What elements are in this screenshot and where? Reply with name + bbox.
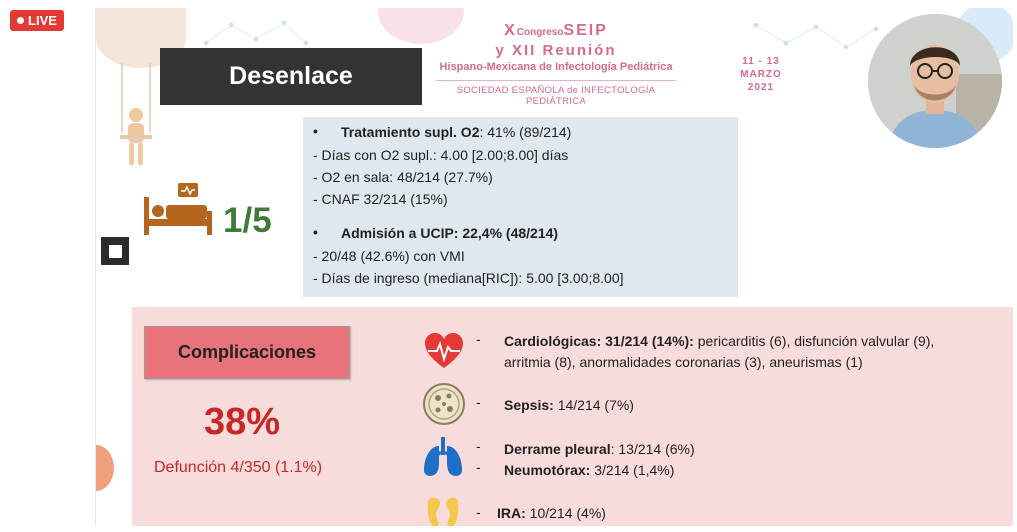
- live-dot-icon: [17, 17, 25, 24]
- derrame-line: Derrame pleural: 13/214 (6%): [504, 439, 695, 460]
- vmi-line: - 20/48 (42.6%) con VMI: [313, 248, 465, 264]
- congress-subtitle: Hispano-Mexicana de Infectología Pediátr…: [439, 61, 673, 73]
- dates-days: 11 - 13: [742, 56, 780, 67]
- o2-treatment-value: : 41% (89/214): [479, 124, 572, 140]
- cardio-text-1: pericarditis (6), disfunción valvular (9…: [693, 333, 935, 349]
- neumo-line: Neumotórax: 3/214 (1,4%): [504, 460, 674, 481]
- ira-value: 10/214 (4%): [525, 505, 606, 521]
- congress-word: Congreso: [516, 27, 564, 38]
- lungs-icon: [424, 437, 462, 476]
- o2-treatment-line: Tratamiento supl. O2: 41% (89/214): [341, 124, 571, 140]
- sepsis-line: Sepsis: 14/214 (7%): [504, 395, 634, 416]
- ratio-value: 1/5: [223, 201, 272, 240]
- live-badge: LIVE: [10, 10, 64, 31]
- sepsis-cell-icon: [423, 383, 465, 425]
- dash-sepsis: -: [476, 394, 481, 410]
- presenter-avatar: [868, 14, 1002, 148]
- congress-divider: [436, 80, 676, 81]
- cardio-text-2: arritmia (8), anormalidades coronarias (…: [504, 354, 863, 370]
- congress-logo: XCongresoSEIP y XII Reunión Hispano-Mexi…: [426, 22, 686, 107]
- treatment-info-box: • Tratamiento supl. O2: 41% (89/214) - D…: [303, 117, 738, 297]
- ira-label: IRA:: [497, 505, 526, 521]
- ucip-admission-line: Admisión a UCIP: 22,4% (48/214): [341, 225, 559, 241]
- dash-neumo: -: [476, 459, 481, 475]
- deaths-text: Defunción 4/350 (1.1%): [154, 459, 323, 476]
- live-label: LIVE: [28, 13, 57, 28]
- cnaf-line: - CNAF 32/214 (15%): [313, 191, 448, 207]
- neumo-value: 3/214 (1,4%): [590, 462, 675, 478]
- congress-number: X: [504, 22, 517, 39]
- o2-days-line: - Días con O2 supl.: 4.00 [2.00;8.00] dí…: [313, 147, 569, 163]
- dates-month: MARZO: [740, 69, 782, 80]
- o2-room-line: - O2 en sala: 48/214 (27.7%): [313, 169, 493, 185]
- sepsis-value: 14/214 (7%): [553, 397, 634, 413]
- cardio-line-1: Cardiológicas: 31/214 (14%): pericarditi…: [504, 331, 934, 352]
- bullet-ucip: •: [313, 224, 318, 240]
- sepsis-label: Sepsis:: [504, 397, 554, 413]
- complications-label: Complicaciones: [144, 326, 350, 379]
- bullet-o2: •: [313, 123, 318, 139]
- decorative-dots-right: [753, 22, 879, 50]
- congress-society: SOCIEDAD ESPAÑOLA de INFECTOLOGÍA PEDIÁT…: [456, 85, 656, 107]
- hospital-bed-icon: [144, 183, 212, 235]
- congress-dates: 11 - 13 MARZO 2021: [731, 55, 791, 94]
- stop-icon: [108, 244, 122, 258]
- swing-child-icon: [120, 63, 152, 165]
- decorative-dots: [203, 20, 309, 46]
- congress-acronym: SEIP: [563, 22, 608, 39]
- presentation-slide: Desenlace XCongresoSEIP y XII Reunión Hi…: [95, 8, 1013, 526]
- neumo-label: Neumotórax:: [504, 462, 591, 478]
- congress-meeting: y XII Reunión: [495, 42, 617, 59]
- derrame-label: Derrame pleural: [504, 441, 611, 457]
- kidney-icon: [427, 497, 459, 526]
- presenter-webcam: [868, 14, 1002, 148]
- complications-percent: 38%: [204, 401, 281, 443]
- derrame-value: : 13/214 (6%): [610, 441, 695, 457]
- cardio-label: Cardiológicas: 31/214 (14%):: [504, 333, 694, 349]
- dash-derrame: -: [476, 438, 481, 454]
- dash-ira: -: [476, 504, 481, 520]
- left-margin: [0, 0, 95, 532]
- o2-treatment-label: Tratamiento supl. O2: [341, 124, 480, 140]
- dates-year: 2021: [747, 82, 775, 93]
- ira-line: IRA: 10/214 (4%): [497, 503, 606, 524]
- stop-button[interactable]: [101, 237, 129, 265]
- ingreso-line: - Días de ingreso (mediana[RIC]): 5.00 […: [313, 270, 624, 286]
- dash-cardio: -: [476, 331, 481, 347]
- heart-icon: [425, 333, 463, 368]
- slide-title: Desenlace: [160, 48, 422, 105]
- decorative-circle-orange: [96, 445, 114, 491]
